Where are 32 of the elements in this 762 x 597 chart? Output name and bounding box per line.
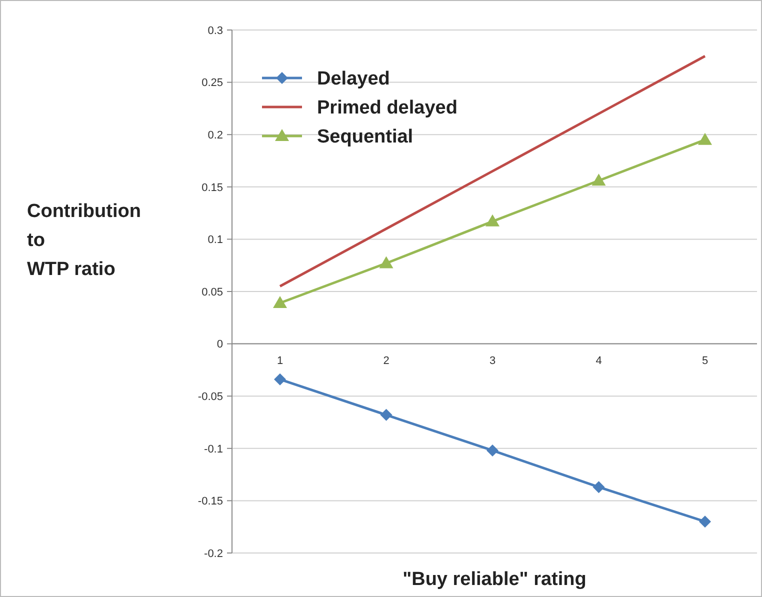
y-tick-label: -0.1 bbox=[204, 443, 223, 456]
y-tick-label: -0.2 bbox=[204, 548, 223, 560]
point bbox=[592, 174, 606, 186]
point bbox=[698, 132, 712, 145]
point bbox=[274, 373, 286, 386]
legend-label: Delayed bbox=[317, 68, 390, 90]
y-tick-label: 0.15 bbox=[202, 182, 223, 194]
x-tick-label: 3 bbox=[489, 354, 496, 367]
y-tick-label: 0.3 bbox=[208, 24, 223, 37]
y-tick-label: 0 bbox=[216, 338, 223, 351]
y-tick-label: 0.2 bbox=[208, 129, 223, 142]
y-tick-label: 0.25 bbox=[202, 77, 223, 90]
y-tick-label: 0.1 bbox=[208, 234, 223, 246]
x-tick-label: 5 bbox=[702, 354, 708, 367]
point bbox=[379, 256, 394, 268]
point bbox=[380, 408, 392, 421]
x-axis-title: "Buy reliable" rating bbox=[402, 569, 586, 590]
point bbox=[273, 296, 287, 308]
legend-label: Primed delayed bbox=[317, 98, 458, 119]
point bbox=[486, 444, 498, 456]
point bbox=[592, 481, 605, 494]
y-axis-title: Contribution to WTP ratio bbox=[27, 201, 141, 280]
y-tick-label: -0.05 bbox=[198, 390, 223, 403]
point bbox=[699, 516, 711, 528]
y-tick-label: 0.05 bbox=[202, 286, 223, 298]
x-tick-label: 4 bbox=[596, 354, 602, 367]
point bbox=[486, 214, 500, 226]
x-tick-label: 2 bbox=[383, 354, 390, 367]
x-tick-label: 1 bbox=[276, 354, 284, 367]
y-tick-label: -0.15 bbox=[198, 496, 223, 508]
line-series bbox=[278, 54, 706, 288]
legend-label: Sequential bbox=[317, 126, 414, 148]
